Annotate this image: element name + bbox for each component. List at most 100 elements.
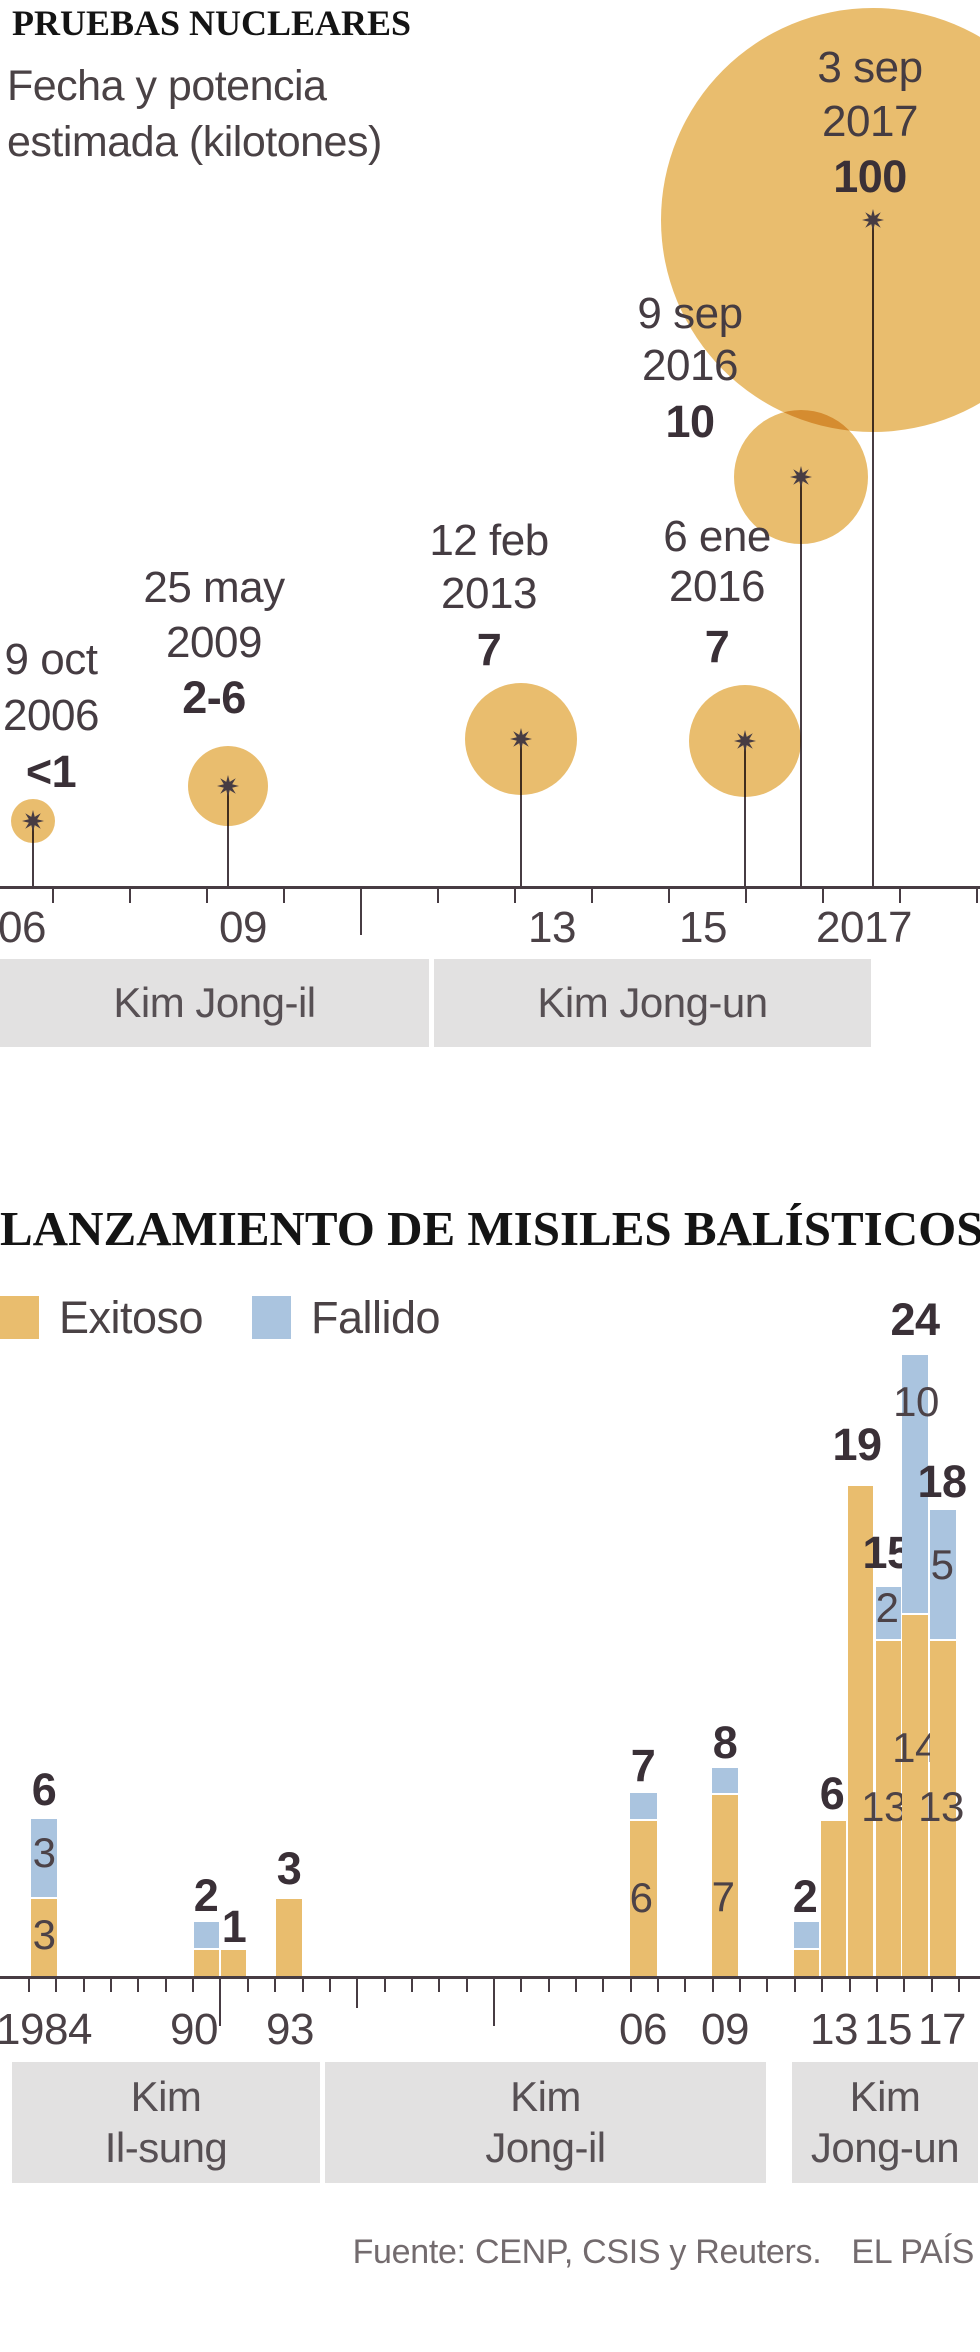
missile-bar-total-label: 6 [31,1764,57,1815]
nuclear-test-stem [32,821,34,886]
nuclear-test-kiloton-label: 100 [833,151,907,202]
nuclear-test-date-label: 9 sep [637,289,743,338]
missile-axis-tick [301,1978,304,1992]
nuclear-test-date-label: 3 sep [817,43,923,92]
missile-axis-label: 06 [619,2005,667,2054]
nuclear-axis-label: 13 [528,903,576,952]
nuclear-test-date-label: 2016 [642,341,738,390]
nuclear-era-band [0,959,429,1047]
missile-bar-fallido-segment [712,1767,738,1794]
missile-axis-label: 17 [918,2005,966,2054]
missile-bar-count-label: 13 [861,1783,907,1830]
missile-era-label: Kim [849,2073,921,2121]
missile-axis-tick [821,1978,824,1992]
nuclear-axis-tick [129,888,131,903]
nuclear-era-band [434,959,871,1047]
missile-bar-total-label: 3 [276,1843,302,1894]
missile-era-label: Il-sung [104,2123,228,2171]
missile-bar-total-label: 15 [862,1527,912,1578]
nuclear-axis-tick [745,888,747,903]
legend-fallido-label: Fallido [311,1292,441,1343]
missile-axis-tick [274,1978,277,1992]
missile-bar-fallido-segment [902,1354,928,1613]
missile-axis-tick [739,1978,742,1992]
missile-axis-label: 1984 [0,2005,92,2054]
nuclear-burst-star-icon [790,466,812,488]
nuclear-era-label: Kim Jong-il [113,979,316,1026]
nuclear-test-bubble [11,799,55,843]
missile-bar-fallido-segment [794,1922,819,1949]
missile-bar-exitoso-segment [194,1950,219,1976]
nuclear-axis-label: 2017 [816,903,912,952]
missile-axis-tick [137,1978,140,1992]
missile-axis-tick [657,1978,660,1992]
nuclear-test-stem [800,477,802,886]
missile-axis-tick [520,1978,523,1992]
nuclear-test-kiloton-label: 10 [665,396,715,447]
missile-bar-count-label: 3 [32,1829,56,1876]
missile-bar-count-label: 2 [875,1584,899,1631]
missile-bar-exitoso-segment [821,1821,846,1976]
nuclear-test-kiloton-label: 7 [704,621,730,672]
nuclear-test-bubble [734,410,868,544]
nuclear-test-date-label: 25 may [143,563,285,612]
missile-bar-fallido-segment [930,1509,956,1639]
missile-era-band [325,2062,766,2183]
missile-axis-tick [410,1978,413,1992]
nuclear-burst-star-icon [862,209,884,231]
missile-bar-total-label: 19 [832,1419,882,1470]
missile-axis-tick [766,1978,769,1992]
missile-axis-tick [192,1978,195,1992]
missile-bar-count-label: 14 [892,1724,938,1771]
missile-bar-exitoso-segment [876,1640,901,1976]
nuclear-test-stem [872,220,874,886]
nuclear-axis-tick [360,888,362,935]
nuclear-test-date-label: 2016 [669,562,765,611]
nuclear-axis-tick [976,888,978,903]
missile-bar-exitoso-segment [630,1821,657,1976]
nuclear-test-date-label: 2009 [166,618,262,667]
nuclear-test-kiloton-label: <1 [25,746,77,797]
missile-axis-tick [328,1978,331,1992]
nuclear-test-bubble [689,685,801,797]
nuclear-axis-tick [591,888,593,903]
missile-axis-tick [629,1978,632,1992]
missile-bar-count-label: 6 [629,1874,653,1921]
missile-axis-tick [164,1978,167,1992]
nuclear-test-date-label: 2006 [3,691,99,740]
nuclear-test-date-label: 2017 [822,97,918,146]
nuclear-chart-subtitle: Fecha y potencia estimada (kilotones) [7,58,382,170]
nuclear-test-date-label: 12 feb [429,516,549,565]
nuclear-test-stem [227,786,229,886]
nuclear-test-bubble [661,8,980,432]
missile-axis-tick [438,1978,441,1992]
nuclear-burst-star-icon [22,810,44,832]
missile-bar-total-label: 24 [890,1294,940,1345]
missile-bar-total-label: 2 [193,1870,219,1921]
missile-axis-line [0,1976,980,1979]
missile-axis-tick [602,1978,605,1992]
missile-era-band [12,2062,320,2183]
missile-bar-exitoso-segment [712,1795,738,1976]
nuclear-test-kiloton-label: 7 [476,624,502,675]
missile-bar-count-label: 10 [893,1378,939,1425]
missile-axis-tick [219,1978,222,2026]
nuclear-chart-title: PRUEBAS NUCLEARES [12,3,412,43]
footer-brand: EL PAÍS [851,2232,974,2271]
missile-bar-fallido-segment [630,1793,657,1820]
missile-axis-tick [356,1978,359,2008]
nuclear-axis-tick [668,888,670,903]
nuclear-subtitle-line1: Fecha y potencia [7,62,327,110]
nuclear-burst-star-icon [734,730,756,752]
nuclear-axis-tick [899,888,901,903]
missile-bar-exitoso-segment [794,1950,819,1976]
missile-axis-tick [55,1978,58,1992]
footer-source: Fuente: CENP, CSIS y Reuters. [352,2232,822,2271]
missile-axis-label: 13 [810,2005,858,2054]
nuclear-axis-tick [514,888,516,903]
missile-bar-exitoso-segment [276,1898,302,1976]
missile-bar-total-label: 6 [819,1768,845,1819]
nuclear-axis-line [0,886,980,889]
